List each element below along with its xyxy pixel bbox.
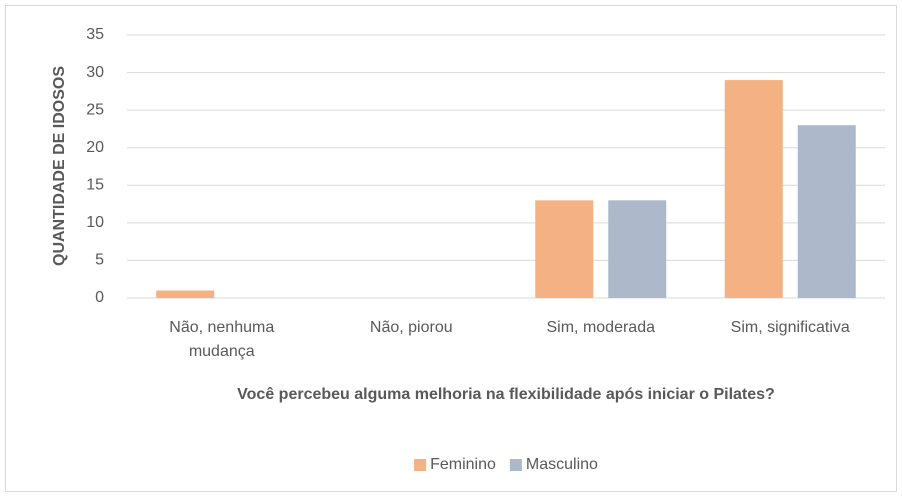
bar — [724, 80, 783, 298]
y-tick-label: 15 — [86, 177, 104, 194]
legend-label: Feminino — [430, 456, 496, 473]
x-tick-label: Sim, significativa — [731, 319, 850, 336]
bar — [156, 290, 215, 298]
x-tick-label: Sim, moderada — [547, 319, 656, 336]
legend-label: Masculino — [526, 456, 598, 473]
x-axis-title: Você percebeu alguma melhoria na flexibi… — [237, 386, 775, 403]
y-tick-label: 25 — [86, 101, 104, 118]
x-tick-label: Não, piorou — [370, 319, 453, 336]
legend-swatch — [509, 459, 522, 471]
y-tick-label: 5 — [95, 252, 104, 269]
y-tick-label: 10 — [86, 214, 104, 231]
bar — [608, 200, 667, 298]
x-tick-label: Não, nenhuma mudança — [169, 319, 274, 360]
y-axis-title: QUANTIDADE DE IDOSOS — [51, 66, 68, 266]
y-tick-label: 35 — [86, 26, 104, 43]
bar — [535, 200, 594, 298]
bar — [797, 125, 856, 299]
y-tick-label: 30 — [86, 64, 104, 81]
y-tick-label: 0 — [95, 289, 104, 306]
y-tick-label: 20 — [86, 139, 104, 156]
legend-swatch — [414, 459, 427, 471]
